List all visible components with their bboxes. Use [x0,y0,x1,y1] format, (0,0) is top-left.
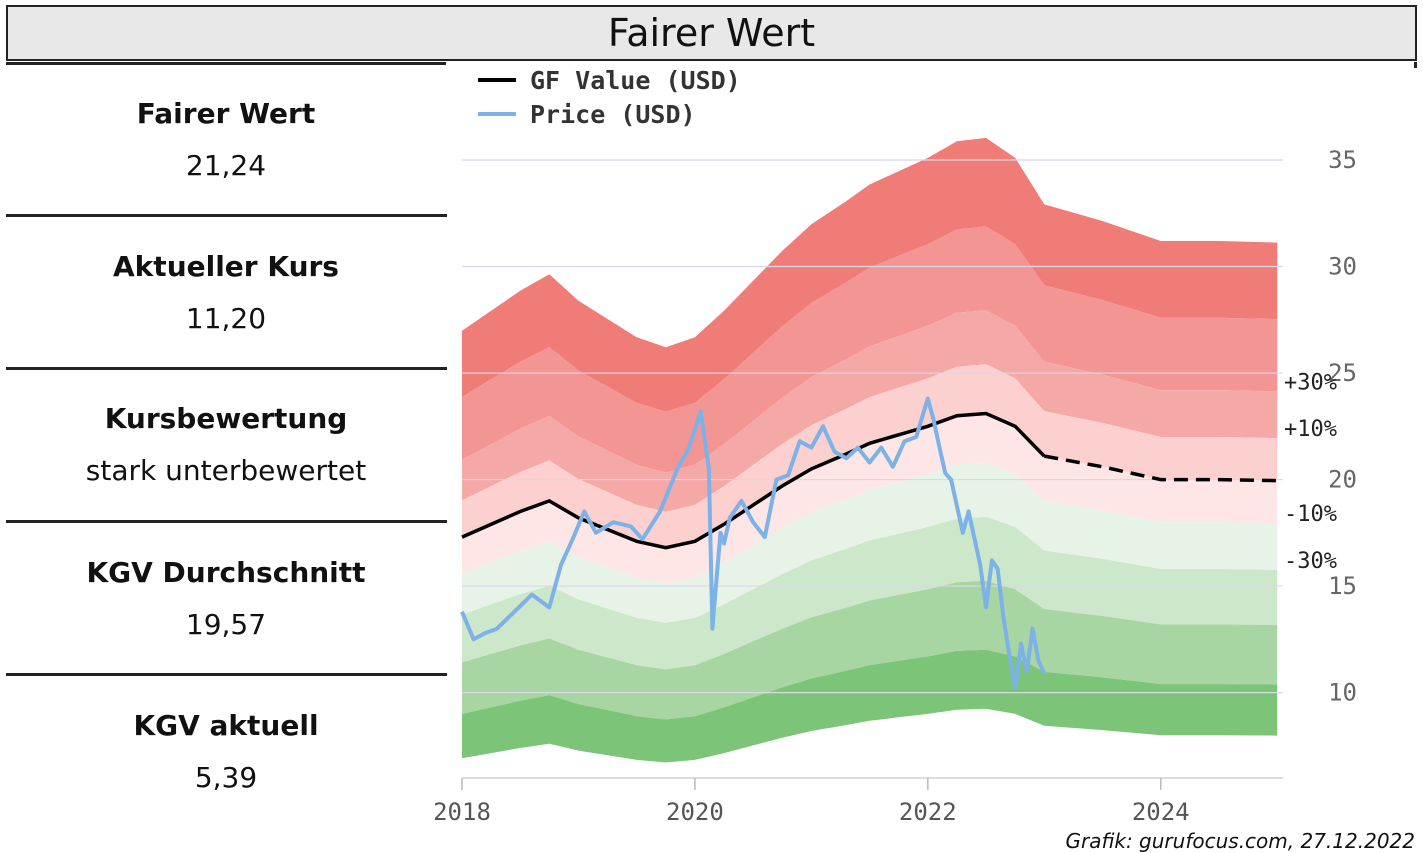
x-tick-label: 2020 [666,798,724,826]
legend-label: Price (USD) [530,100,696,129]
kpi-divider [6,367,447,370]
kpi-value: 11,20 [185,302,267,335]
y-tick-label: 10 [1328,679,1357,707]
valuation-band [462,580,1278,720]
kpi-fair-value: Fairer Wert 21,24 [6,92,446,196]
valuation-band [462,462,1278,623]
x-tick-label: 2024 [1132,798,1190,826]
legend: GF Value (USD) Price (USD) [478,66,741,129]
chart-credit: Grafik: gurufocus.com, 27.12.2022 [1065,829,1415,853]
y-tick-label: 35 [1328,146,1357,174]
y-tick-label: 20 [1328,466,1357,494]
kpi-value: 21,24 [185,149,267,182]
grid-lines [462,159,1283,694]
band-label: -30% [1284,549,1337,574]
valuation-band [462,413,1278,584]
valuation-band [462,364,1278,548]
valuation-band [462,226,1278,473]
band-label: -10% [1284,502,1337,527]
y-tick-label: 30 [1328,253,1357,281]
title-underline [6,62,446,65]
gf-value-projected-line [1043,454,1278,483]
y-tick-label: 15 [1328,572,1357,600]
valuation-band [462,137,1278,412]
kpi-value: 19,57 [185,608,267,641]
axes: 2018 2020 2022 2024 10 15 20 25 30 35 +30% +10% -10%… [433,146,1357,826]
kpi-current-price: Aktueller Kurs 11,20 [6,245,446,349]
valuation-band [462,310,1278,512]
valuation-band [462,516,1278,670]
series-lines [460,396,1278,691]
title-right-tick [1414,62,1417,68]
price-line [460,396,1047,691]
page-title: Fairer Wert [607,11,816,55]
kpi-divider [6,214,447,217]
kpi-valuation: Kursbewertung stark unterbewertet [6,397,446,501]
page-title-bar: Fairer Wert [6,5,1417,61]
kpi-label: Kursbewertung [104,402,348,435]
legend-label: GF Value (USD) [530,66,741,95]
kpi-value: stark unterbewertet [85,454,367,487]
kpi-pe-average: KGV Durchschnitt 19,57 [6,551,446,655]
kpi-label: Aktueller Kurs [113,250,339,283]
valuation-band [462,649,1278,763]
band-label: +10% [1284,417,1337,442]
x-tick-label: 2022 [899,798,957,826]
valuation-bands [462,137,1278,763]
kpi-label: KGV Durchschnitt [86,556,366,589]
x-tick-label: 2018 [433,798,491,826]
kpi-divider [6,520,447,523]
kpi-label: Fairer Wert [136,97,316,130]
band-label: +30% [1284,370,1337,395]
kpi-value: 5,39 [194,761,258,794]
kpi-divider [6,673,447,676]
kpi-label: KGV aktuell [133,709,319,742]
kpi-pe-current: KGV aktuell 5,39 [6,704,446,808]
y-tick-label: 25 [1328,359,1357,387]
gf-value-line [461,411,1046,550]
